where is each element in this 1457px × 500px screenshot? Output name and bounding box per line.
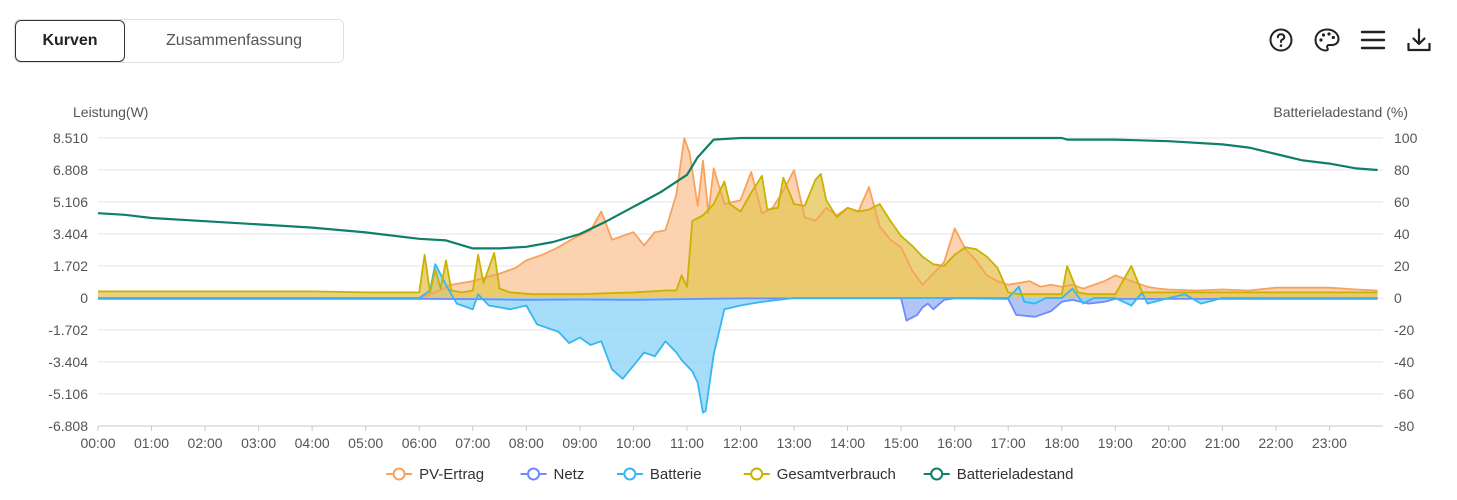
x-tick-label: 11:00 [670,435,704,451]
palette-icon[interactable] [1311,24,1343,56]
x-tick-label: 01:00 [134,435,169,451]
y-left-tick-label: 5.106 [53,194,88,210]
legend-label: Gesamtverbrauch [777,466,896,483]
legend-label: Batterieladestand [957,466,1074,483]
legend-item-batterie[interactable]: Batterie [616,466,702,483]
y-right-tick-label: 80 [1394,162,1410,178]
x-tick-label: 09:00 [562,435,597,451]
series-area-gesamtverbrauch [98,173,1378,298]
y-left-tick-label: 3.404 [53,226,88,242]
series-line-batterieladestand [97,136,1378,250]
legend-marker-dot [392,467,406,481]
y-left-tick-label: 8.510 [53,130,88,146]
y-left-tick-label: 6.808 [53,162,88,178]
help-icon[interactable] [1265,24,1297,56]
y-right-tick-label: 60 [1394,194,1410,210]
y-right-tick-label: 20 [1394,258,1410,274]
x-tick-label: 08:00 [509,435,544,451]
legend-marker-dot [750,467,764,481]
x-tick-label: 12:00 [723,435,758,451]
legend-marker-dot [527,467,540,481]
y-left-axis-title: Leistung(W) [73,104,148,120]
y-left-tick-label: 1.702 [53,258,88,274]
x-tick-label: 03:00 [241,435,276,451]
tab-bar: Kurven Zusammenfassung [14,19,344,63]
legend-item-netz[interactable]: Netz [520,466,585,483]
legend-label: PV-Ertrag [419,466,484,483]
y-right-tick-label: 100 [1394,130,1418,146]
chart-areas [98,138,1378,413]
x-tick-label: 04:00 [295,435,330,451]
series-line-batterie [98,263,1378,414]
x-tick-label: 13:00 [777,435,812,451]
y-right-tick-label: -40 [1394,354,1414,370]
x-tick-label: 00:00 [80,435,115,451]
download-icon[interactable] [1403,24,1435,56]
x-tick-label: 23:00 [1312,435,1347,451]
chart-legend[interactable]: PV-Ertrag Netz Batterie Gesamtverbrauch Batt… [386,466,1073,483]
chart-axes: 8.510 100 6.808 80 5.106 60 3.404 40 1.702 20 0 0 -1… [48,104,1417,451]
legend-marker-dot [623,467,637,481]
y-right-axis-title: Batterieladestand (%) [1273,104,1408,120]
y-left-tick-label: -1.702 [48,322,88,338]
y-right-tick-label: -20 [1394,322,1414,338]
chart-lines [97,136,1378,414]
series-line-netz [98,297,1378,322]
legend-label: Batterie [650,466,702,483]
series-area-netz [98,298,1378,321]
x-tick-label: 22:00 [1258,435,1293,451]
series-line-gesamtverbrauch [98,173,1378,296]
tab-zusammenfassung[interactable]: Zusammenfassung [125,20,343,62]
legend-item-gesamtverbrauch[interactable]: Gesamtverbrauch [743,466,896,483]
x-tick-label: 02:00 [188,435,223,451]
x-tick-label: 05:00 [348,435,383,451]
x-tick-label: 10:00 [616,435,651,451]
y-right-tick-label: -60 [1394,386,1414,402]
y-right-tick-label: 0 [1394,290,1402,306]
legend-marker-dot [930,467,944,481]
x-tick-label: 14:00 [830,435,865,451]
legend-item-batterieladestand[interactable]: Batterieladestand [923,466,1074,483]
x-tick-label: 17:00 [991,435,1026,451]
x-tick-label: 07:00 [455,435,490,451]
x-tick-label: 16:00 [937,435,972,451]
power-chart: 8.510 100 6.808 80 5.106 60 3.404 40 1.702 20 0 0 -1… [48,104,1417,483]
legend-label: Netz [554,466,585,483]
x-tick-label: 18:00 [1044,435,1079,451]
y-left-tick-label: -3.404 [48,354,88,370]
y-right-tick-label: -80 [1394,418,1414,434]
x-tick-label: 15:00 [884,435,919,451]
menu-icon[interactable] [1357,24,1389,56]
x-tick-label: 06:00 [402,435,437,451]
x-tick-label: 19:00 [1098,435,1133,451]
x-tick-label: 21:00 [1205,435,1240,451]
tab-kurven[interactable]: Kurven [15,20,125,62]
y-right-tick-label: 40 [1394,226,1410,242]
y-left-tick-label: 0 [80,290,88,306]
legend-item-pv-ertrag[interactable]: PV-Ertrag [386,466,484,483]
chart-toolbar [1265,24,1435,56]
x-tick-label: 20:00 [1151,435,1186,451]
y-left-tick-label: -6.808 [48,418,88,434]
y-left-tick-label: -5.106 [48,386,88,402]
